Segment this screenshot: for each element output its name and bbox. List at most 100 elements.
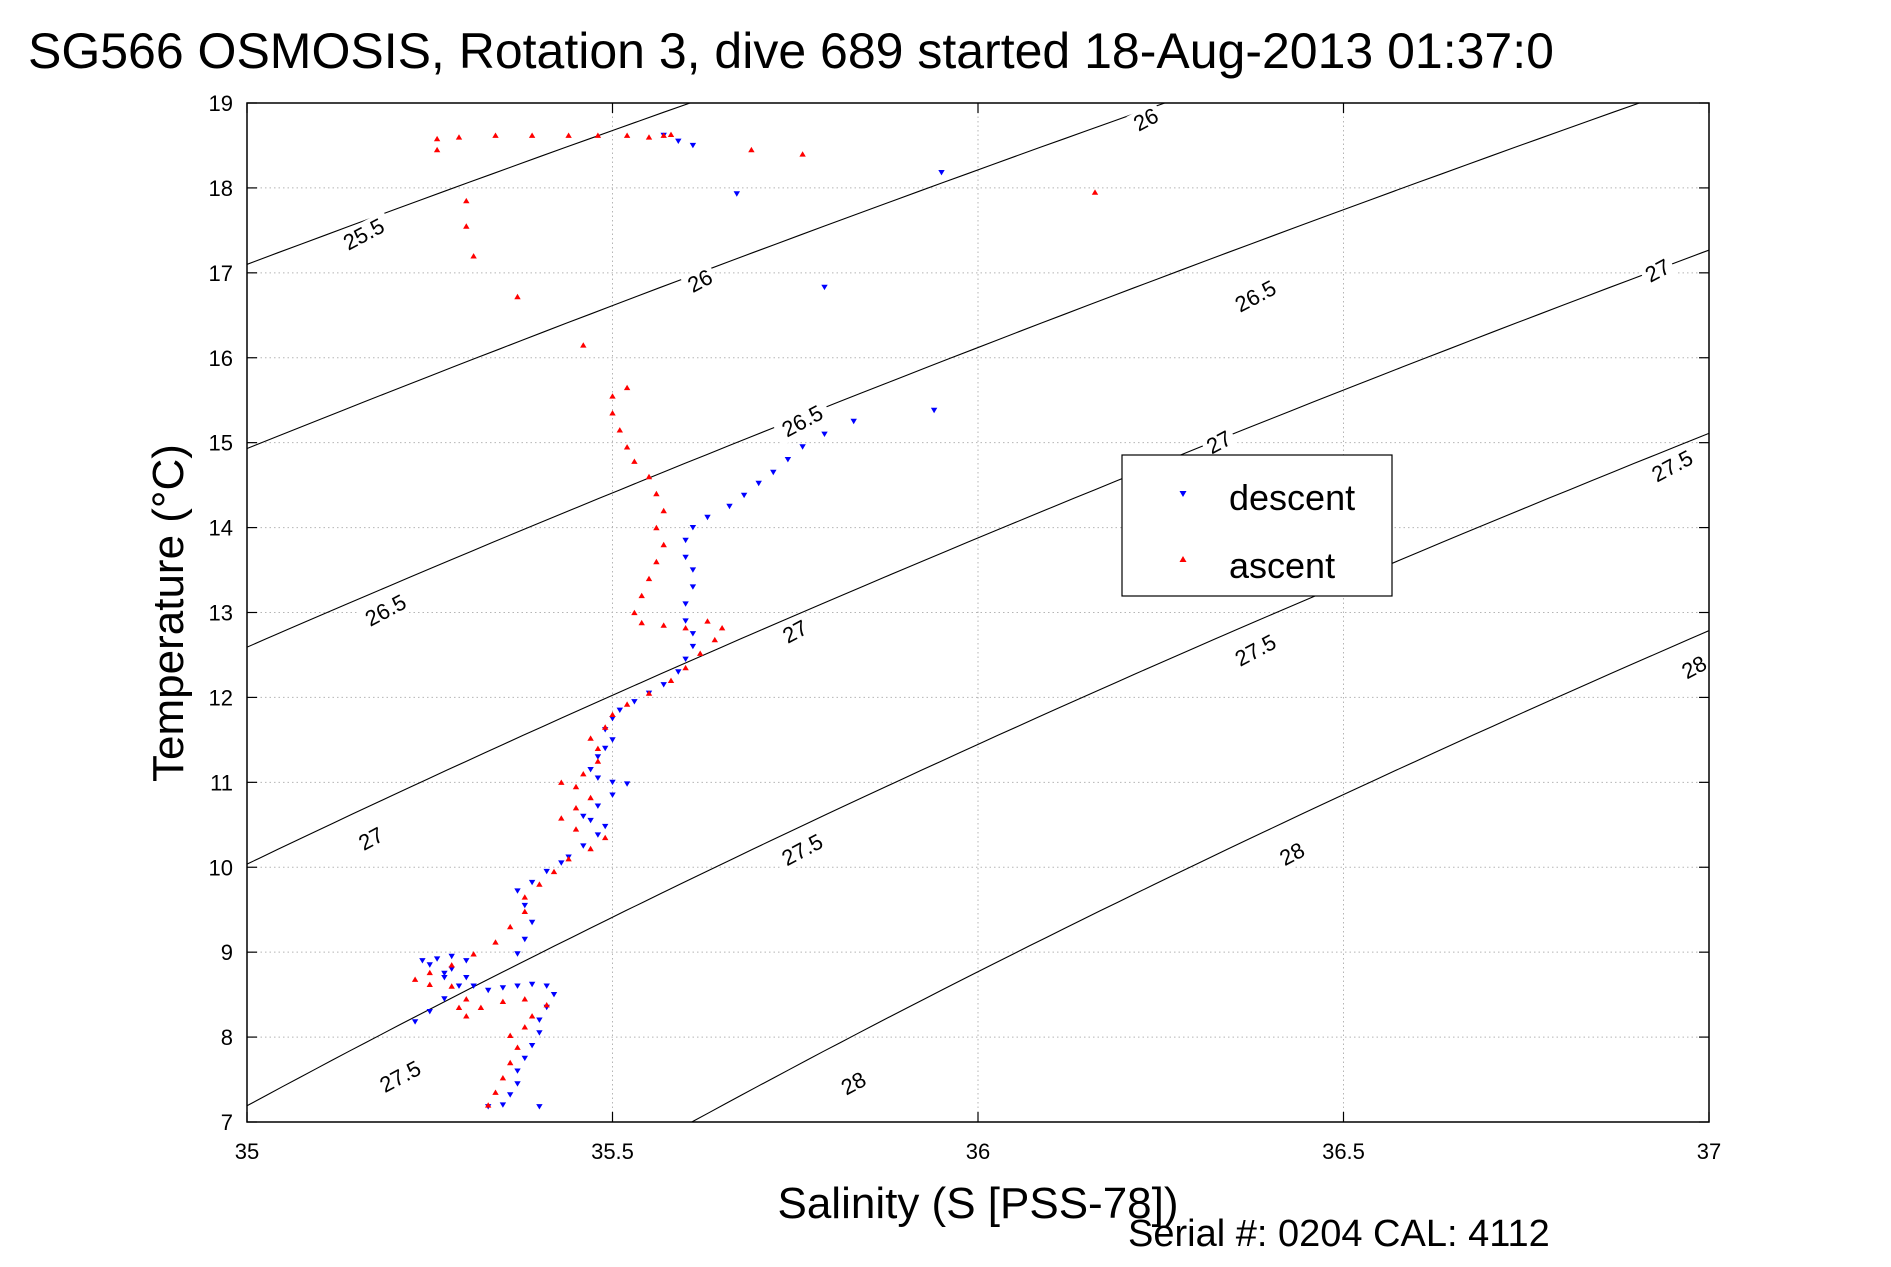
x-tick-label: 36 xyxy=(966,1139,990,1164)
density-contour-labels: 25.5262626.526.526.52727272727.527.527.5… xyxy=(333,101,1715,1102)
density-contour-line xyxy=(247,103,692,265)
ascent-point xyxy=(711,636,718,643)
ascent-point xyxy=(638,592,645,599)
ascent-point xyxy=(558,779,565,785)
ascent-point xyxy=(521,894,528,900)
descent-point xyxy=(558,860,565,866)
legend-ascent-marker xyxy=(1179,556,1187,562)
y-tick-label: 10 xyxy=(209,855,233,880)
ascent-point xyxy=(609,711,616,717)
descent-point xyxy=(528,1043,536,1049)
descent-point xyxy=(411,1019,419,1025)
x-axis-ticks: 35 35.5 36 36.5 37 xyxy=(235,103,1721,1164)
ascent-point xyxy=(470,253,477,259)
ascent-point xyxy=(1091,189,1099,195)
descent-point xyxy=(433,956,441,962)
descent-point xyxy=(682,618,689,624)
ascent-point xyxy=(609,393,616,399)
y-tick-label: 13 xyxy=(209,601,233,626)
descent-point xyxy=(514,983,521,989)
descent-point xyxy=(609,779,616,786)
ascent-point xyxy=(587,735,594,741)
ascent-point xyxy=(565,856,572,862)
descent-point xyxy=(528,981,536,988)
legend: descent ascent xyxy=(1121,454,1393,597)
descent-point xyxy=(521,1055,528,1062)
descent-point xyxy=(689,525,697,531)
descent-series xyxy=(411,132,945,1110)
descent-point xyxy=(850,418,857,425)
descent-point xyxy=(543,868,550,875)
descent-point xyxy=(689,567,697,573)
ascent-point xyxy=(682,625,689,631)
x-tick-label: 35.5 xyxy=(591,1139,634,1164)
ascent-point xyxy=(645,134,653,140)
density-contour-label-bg xyxy=(775,613,816,651)
ascent-point xyxy=(660,507,667,514)
y-tick-label: 18 xyxy=(209,176,233,201)
descent-point xyxy=(682,537,689,544)
density-contour-line xyxy=(247,249,1709,865)
ascent-point xyxy=(492,132,499,138)
density-contour-line xyxy=(247,103,1167,450)
descent-point xyxy=(616,707,623,713)
ascent-point xyxy=(507,923,514,930)
descent-point xyxy=(704,514,711,521)
descent-point xyxy=(733,191,740,197)
ascent-point xyxy=(667,677,675,683)
descent-point xyxy=(689,643,697,650)
ascent-point xyxy=(448,962,455,968)
descent-point xyxy=(675,669,682,675)
ascent-point xyxy=(543,1002,550,1008)
descent-point xyxy=(550,992,558,998)
descent-point xyxy=(536,1030,543,1036)
descent-point xyxy=(594,803,602,809)
density-contour-line xyxy=(690,630,1709,1122)
descent-point xyxy=(623,781,631,787)
density-contour-label-bg xyxy=(1199,424,1239,461)
ascent-point xyxy=(645,575,653,582)
descent-point xyxy=(448,953,455,960)
descent-point xyxy=(455,983,463,989)
descent-point xyxy=(675,138,682,144)
descent-point xyxy=(441,996,448,1002)
ascent-point xyxy=(550,868,558,875)
ascent-point xyxy=(587,845,594,852)
ascent-point xyxy=(580,771,587,777)
density-contour-label-bg xyxy=(1126,101,1166,139)
descent-point xyxy=(587,817,594,824)
descent-point xyxy=(514,888,521,894)
ascent-point xyxy=(623,701,631,707)
y-tick-label: 15 xyxy=(209,431,233,456)
ascent-point xyxy=(623,444,631,450)
ascent-point xyxy=(572,805,580,811)
y-tick-label: 17 xyxy=(209,261,233,286)
ascent-point xyxy=(514,1044,521,1050)
density-contour-label-bg xyxy=(833,1065,874,1102)
density-contour-label-bg xyxy=(351,821,392,858)
x-tick-label: 35 xyxy=(235,1139,259,1164)
ascent-point xyxy=(528,1013,536,1019)
ascent-point xyxy=(521,1024,528,1030)
descent-point xyxy=(689,631,697,637)
y-axis-ticks: 7 8 9 10 11 12 13 14 15 16 17 18 19 xyxy=(209,91,1709,1135)
y-tick-label: 12 xyxy=(209,685,233,710)
y-tick-label: 19 xyxy=(209,91,233,116)
ascent-point xyxy=(426,969,433,976)
ascent-point xyxy=(645,473,653,480)
ascent-point xyxy=(645,690,653,696)
ascent-point xyxy=(433,135,441,142)
y-tick-label: 14 xyxy=(209,516,233,541)
density-contour-label-bg xyxy=(1674,649,1715,686)
ascent-point xyxy=(470,951,477,957)
ascent-point xyxy=(704,618,711,624)
ascent-point xyxy=(499,998,507,1004)
descent-point xyxy=(528,919,536,926)
descent-point xyxy=(536,1104,543,1110)
ascent-point xyxy=(587,794,594,801)
ascent-point xyxy=(448,983,455,989)
ascent-point xyxy=(521,996,528,1002)
descent-point xyxy=(740,492,748,499)
descent-point xyxy=(514,951,521,957)
ascent-point xyxy=(558,815,565,821)
